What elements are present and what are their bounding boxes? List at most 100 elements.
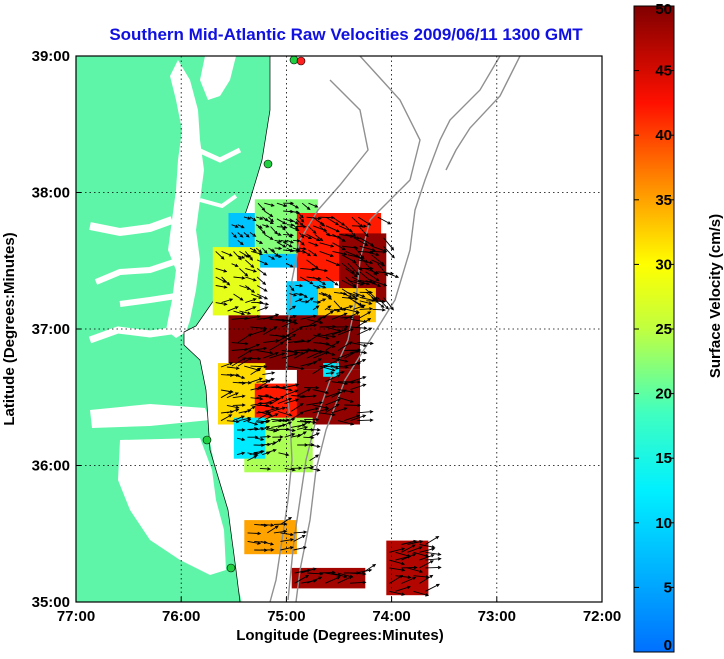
current-arrow [306,276,322,281]
chesapeake-bay [166,60,204,338]
current-arrow [271,395,285,404]
current-arrow [264,406,280,412]
radar-stations [202,55,306,573]
current-arrow [255,247,263,254]
current-arrow [277,421,293,428]
current-arrow [264,413,279,420]
current-arrow [232,415,245,422]
current-arrow [226,404,240,409]
current-arrow [332,233,346,242]
current-arrow [308,241,319,247]
current-arrow [284,383,300,389]
current-arrow [251,250,264,256]
y-tick-label: 35:00 [32,594,70,611]
current-arrow [300,394,317,398]
bathymetry-contour-deep [295,56,501,602]
current-arrow [308,249,318,257]
current-arrow [358,225,369,238]
current-arrow [353,279,371,286]
current-arrow [284,467,296,472]
current-arrow [299,276,314,285]
current-arrow [365,291,377,301]
current-arrow [249,427,258,431]
current-arrow [239,268,249,277]
current-arrow [281,318,299,325]
colorbar-tick-label: 35 [655,192,672,209]
colorbar-tick-label: 45 [655,63,672,80]
current-arrow [290,403,304,412]
nanticoke-river [199,194,238,209]
current-arrow [289,285,295,292]
current-arrow [231,224,239,228]
current-arrow [237,333,253,343]
current-arrow [264,218,274,224]
current-arrow [232,394,246,399]
current-arrow [236,451,246,456]
current-arrow [353,245,365,260]
current-arrow [312,364,327,375]
current-arrow [300,267,316,272]
current-arrow [262,419,271,423]
current-arrow [255,420,265,425]
current-arrow [383,271,400,279]
current-arrow [306,576,323,584]
james-river [88,326,179,344]
current-arrow [318,412,336,417]
current-arrow [245,276,257,282]
current-arrow [236,437,246,442]
current-arrow [256,216,264,220]
x-tick-label: 77:00 [57,608,95,625]
current-arrow [294,574,310,584]
current-arrow [277,387,293,392]
current-arrow [275,334,291,343]
current-arrow [344,380,362,384]
current-arrow [282,241,293,248]
current-arrow [364,250,380,257]
current-arrow [247,540,262,545]
current-arrow [299,247,307,251]
current-arrow [350,350,368,355]
colorbar-tick-label: 0 [664,637,672,654]
current-arrow [306,233,321,242]
current-arrow [371,279,388,287]
current-arrow [262,326,278,336]
current-arrow [331,572,348,578]
current-arrow [239,251,250,258]
current-arrow [345,233,361,240]
current-arrow [337,420,355,426]
current-arrow [215,251,225,260]
current-arrow [270,249,280,257]
current-arrow [250,365,268,369]
colorbar-tick-label: 50 [655,1,672,18]
colorbar-tick-label: 25 [655,321,672,338]
current-arrow [341,280,357,289]
current-arrow [243,216,252,220]
current-arrow [295,292,304,297]
current-arrow [239,310,252,315]
current-arrow [312,389,330,395]
current-arrow [346,291,360,297]
x-axis-ticks: 77:00 76:00 75:00 74:00 73:00 72:00 [57,597,621,625]
current-arrow [350,358,367,367]
current-arrow [359,307,374,311]
current-arrow [233,293,244,301]
current-arrow [256,259,269,265]
current-arrow [295,298,303,303]
current-arrow [286,239,295,244]
current-arrow [325,225,340,233]
potomac-river [89,216,174,237]
current-arrow [267,525,279,534]
current-arrow [237,255,246,259]
current-arrow [243,232,250,238]
current-arrow [269,352,286,359]
current-arrow [257,202,266,212]
current-arrow [356,410,374,414]
current-arrow [356,317,372,328]
current-arrow [401,565,418,570]
velocity-field [212,199,429,596]
current-arrow [371,250,387,254]
current-arrow [250,346,268,351]
current-arrow [277,397,293,404]
current-arrow [303,436,315,440]
